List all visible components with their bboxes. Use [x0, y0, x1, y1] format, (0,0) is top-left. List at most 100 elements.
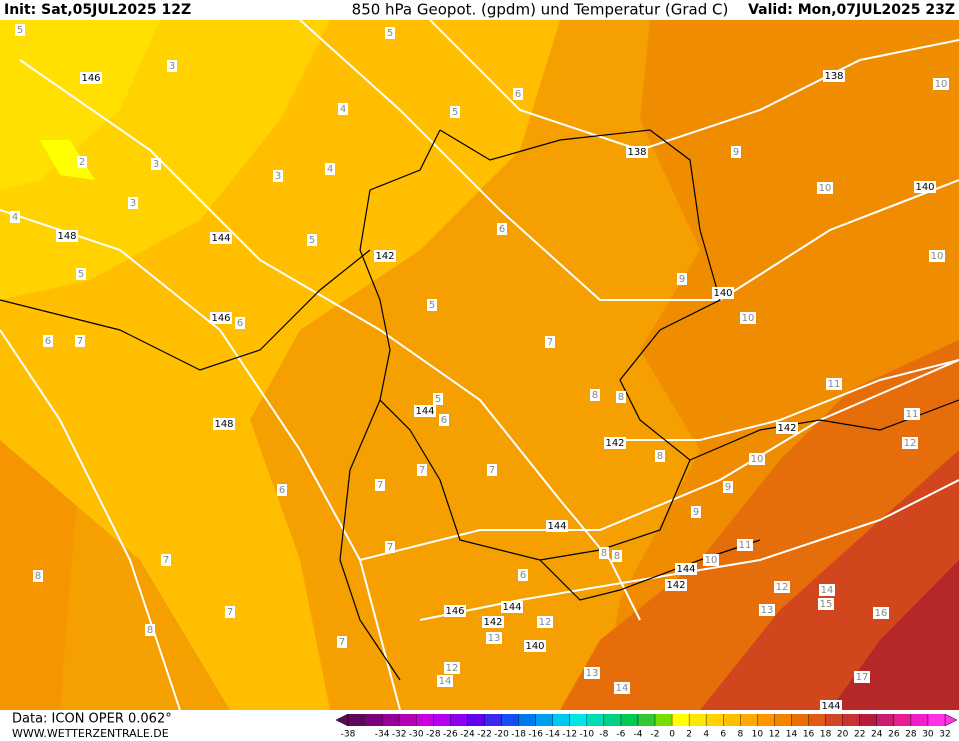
label-box [524, 640, 546, 652]
label-box [56, 230, 78, 242]
label-box [273, 170, 283, 182]
scale-swatch [706, 714, 724, 726]
scale-tick-label: -26 [443, 730, 458, 740]
geopotential-label: 140 [713, 288, 732, 299]
scale-swatch [586, 714, 605, 726]
scale-swatch [910, 714, 929, 726]
temperature-label: 11 [828, 379, 841, 390]
scale-tick-label: -18 [511, 730, 526, 740]
temperature-label: 7 [387, 542, 393, 553]
temperature-label: 13 [761, 605, 774, 616]
temperature-label: 15 [820, 599, 833, 610]
label-box [501, 601, 523, 613]
scale-tick-label: -14 [545, 730, 560, 740]
temperature-label: 11 [906, 409, 919, 420]
temperature-label: 7 [163, 555, 169, 566]
temperature-label: 9 [679, 274, 685, 285]
temperature-label: 14 [439, 676, 452, 687]
temperature-label: 8 [147, 625, 153, 636]
scale-tick-label: 28 [905, 730, 917, 740]
scale-swatch [791, 714, 809, 726]
temperature-label: 5 [452, 107, 458, 118]
label-box [385, 27, 395, 39]
label-box [933, 78, 949, 90]
temperature-label: 10 [742, 313, 755, 324]
temperature-label: 6 [520, 570, 526, 581]
temperature-label: 6 [237, 318, 243, 329]
scale-tick-label: 2 [686, 730, 692, 740]
label-box [902, 437, 918, 449]
map-title: 850 hPa Geopot. (gpdm) und Temperatur (G… [352, 1, 729, 19]
scale-tick-label: -32 [392, 730, 407, 740]
temperature-label: 8 [614, 551, 620, 562]
temperature-label: 4 [12, 212, 18, 223]
label-box [513, 88, 523, 100]
temperature-label: 7 [227, 607, 233, 618]
scale-tick-label: 10 [752, 730, 764, 740]
init-time: Init: Sat,05JUL2025 12Z [4, 2, 191, 18]
scale-swatch [552, 714, 571, 726]
scale-tick-label: 22 [854, 730, 865, 740]
geopotential-label: 142 [605, 438, 624, 449]
temperature-label: 5 [17, 25, 23, 36]
scale-swatch [620, 714, 639, 726]
geopotential-label: 146 [81, 73, 100, 84]
geopotential-label: 144 [676, 564, 695, 575]
label-box [823, 70, 845, 82]
scale-swatch [637, 714, 656, 726]
scale-tick-label: 14 [786, 730, 798, 740]
valid-time: Valid: Mon,07JUL2025 23Z [748, 2, 955, 18]
scale-swatch [876, 714, 895, 726]
scale-tick-label: -6 [616, 730, 625, 740]
scale-tick-label: -30 [409, 730, 424, 740]
temperature-label: 4 [340, 104, 346, 115]
label-box [665, 579, 687, 591]
temperature-label: 13 [488, 633, 501, 644]
label-box [43, 335, 53, 347]
label-box [675, 563, 697, 575]
scale-swatch [672, 714, 690, 726]
temperature-label: 6 [515, 89, 521, 100]
temperature-label: 7 [489, 465, 495, 476]
temperature-label: 10 [705, 555, 718, 566]
label-box [385, 541, 395, 553]
temperature-label: 9 [733, 147, 739, 158]
temperature-label: 7 [547, 337, 553, 348]
label-box [210, 232, 232, 244]
temperature-label: 14 [616, 683, 629, 694]
temperature-label: 5 [78, 269, 84, 280]
label-box [749, 453, 765, 465]
scale-swatch [569, 714, 588, 726]
scale-swatch [689, 714, 707, 726]
label-box [80, 72, 102, 84]
scale-tick-label: -10 [579, 730, 594, 740]
geopotential-label: 144 [415, 406, 434, 417]
label-box [691, 506, 701, 518]
label-box [437, 675, 453, 687]
label-box [487, 464, 497, 476]
geopotential-label: 146 [211, 313, 230, 324]
temperature-label: 16 [875, 608, 888, 619]
label-box [817, 182, 833, 194]
label-box [128, 197, 138, 209]
map-field [0, 20, 959, 710]
label-box [10, 211, 20, 223]
scale-swatch [416, 714, 434, 726]
scale-swatch [893, 714, 912, 726]
label-box [604, 437, 626, 449]
label-box [774, 581, 790, 593]
label-box [277, 484, 287, 496]
label-box [712, 287, 734, 299]
scale-tick-label: 0 [669, 730, 675, 740]
scale-tick-label: -22 [477, 730, 492, 740]
scale-tick-label: 26 [888, 730, 900, 740]
temperature-label: 12 [904, 438, 917, 449]
label-box [677, 273, 687, 285]
scale-swatch [501, 714, 519, 726]
label-box [740, 312, 756, 324]
scale-tick-label: 4 [703, 730, 709, 740]
temperature-label: 10 [935, 79, 948, 90]
label-box [307, 234, 317, 246]
temperature-label: 12 [539, 617, 552, 628]
